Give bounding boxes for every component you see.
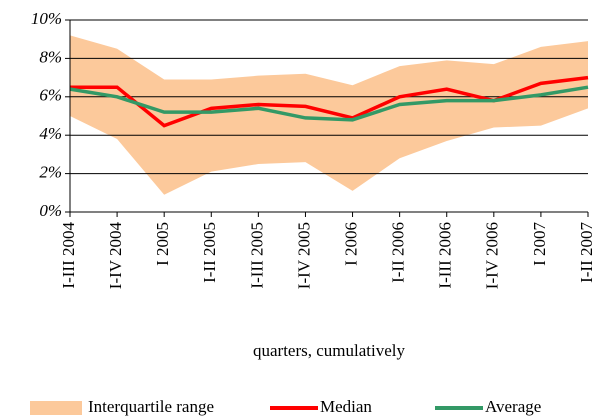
y-tick-label: 0%: [39, 201, 62, 220]
x-tick-label: I-III 2004: [59, 222, 78, 289]
legend-swatch: [30, 401, 82, 415]
series-line: [69, 85, 589, 122]
iqr-band: [70, 35, 588, 195]
plot: [70, 35, 588, 195]
x-tick-label: I-II 2007: [577, 222, 596, 283]
x-tick-label: I-II 2006: [389, 222, 408, 283]
y-tick-label: 8%: [39, 47, 62, 66]
legend-label: Median: [320, 397, 372, 416]
x-tick-label: I-III 2005: [247, 222, 266, 289]
lines: [69, 75, 589, 128]
x-tick-label: I 2006: [341, 222, 360, 266]
x-tick-label: I-IV 2005: [294, 222, 313, 289]
x-axis-title: quarters, cumulatively: [253, 341, 406, 360]
y-tick-label: 2%: [39, 163, 62, 182]
x-tick-label: I 2007: [530, 222, 549, 266]
x-tick-label: I-II 2005: [200, 222, 219, 283]
legend-label: Interquartile range: [88, 397, 214, 416]
y-tick-label: 6%: [39, 86, 62, 105]
legend-label: Average: [485, 397, 541, 416]
x-tick-label: I-IV 2004: [106, 222, 125, 290]
series-line: [70, 75, 589, 128]
x-tick-label: I-IV 2006: [483, 222, 502, 289]
x-tick-label: I-III 2006: [436, 222, 455, 289]
y-tick-label: 4%: [39, 124, 62, 143]
y-tick-label: 10%: [31, 9, 62, 28]
x-tick-label: I 2005: [153, 222, 172, 266]
